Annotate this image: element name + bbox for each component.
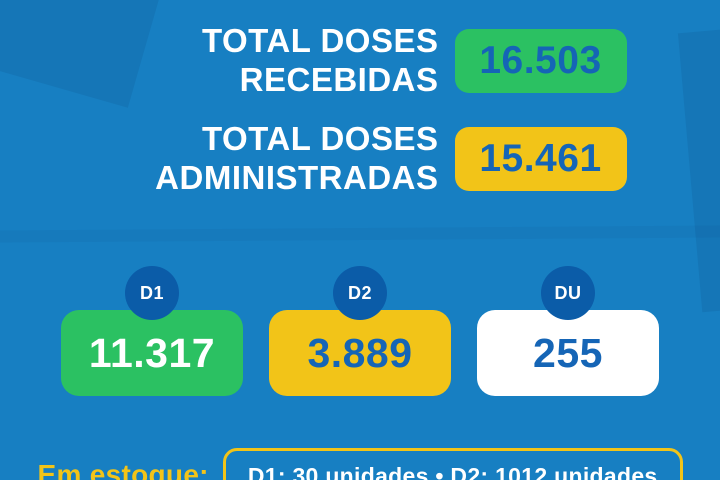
total-administered-label-line1: TOTAL DOSES — [201, 120, 439, 157]
dose-cards-row: D1 11.317 D2 3.889 DU 255 — [0, 266, 720, 396]
d1-value: 11.317 — [88, 329, 216, 376]
du-circle-label: DU — [554, 282, 582, 303]
dose-card-du: DU 255 — [477, 266, 659, 396]
d2-circle-label: D2 — [347, 282, 372, 303]
total-administered-label: TOTAL DOSES ADMINISTRADAS — [94, 120, 439, 197]
d1-value-card: 11.317 — [61, 310, 243, 396]
total-received-label: TOTAL DOSES RECEBIDAS — [94, 22, 439, 99]
stock-detail-box: D1: 30 unidades • D2: 1012 unidades — [222, 448, 683, 480]
total-received-row: TOTAL DOSES RECEBIDAS 16.503 — [0, 22, 720, 99]
dose-card-d2: D2 3.889 — [269, 266, 451, 396]
stock-label: Em estoque: — [37, 459, 209, 480]
total-administered-value: 15.461 — [479, 136, 602, 180]
d2-circle-badge: D2 — [333, 266, 387, 320]
d2-value: 3.889 — [307, 329, 413, 376]
du-value-card: 255 — [477, 310, 659, 396]
total-administered-row: TOTAL DOSES ADMINISTRADAS 15.461 — [0, 120, 720, 197]
total-received-label-line1: TOTAL DOSES — [201, 22, 439, 59]
stock-row: Em estoque: D1: 30 unidades • D2: 1012 u… — [0, 448, 720, 480]
total-received-value: 16.503 — [479, 38, 602, 82]
total-received-label-line2: RECEBIDAS — [239, 60, 439, 98]
du-value: 255 — [533, 329, 603, 376]
total-administered-value-badge: 15.461 — [454, 126, 627, 191]
d1-circle-label: D1 — [139, 282, 164, 303]
dose-card-d1: D1 11.317 — [61, 266, 243, 396]
stock-detail-text: D1: 30 unidades • D2: 1012 unidades — [247, 463, 658, 480]
d2-value-card: 3.889 — [269, 310, 451, 396]
paper-texture-middle — [0, 225, 720, 243]
total-administered-label-line2: ADMINISTRADAS — [155, 158, 439, 196]
du-circle-badge: DU — [541, 266, 595, 320]
total-received-value-badge: 16.503 — [454, 28, 627, 93]
d1-circle-badge: D1 — [125, 266, 179, 320]
